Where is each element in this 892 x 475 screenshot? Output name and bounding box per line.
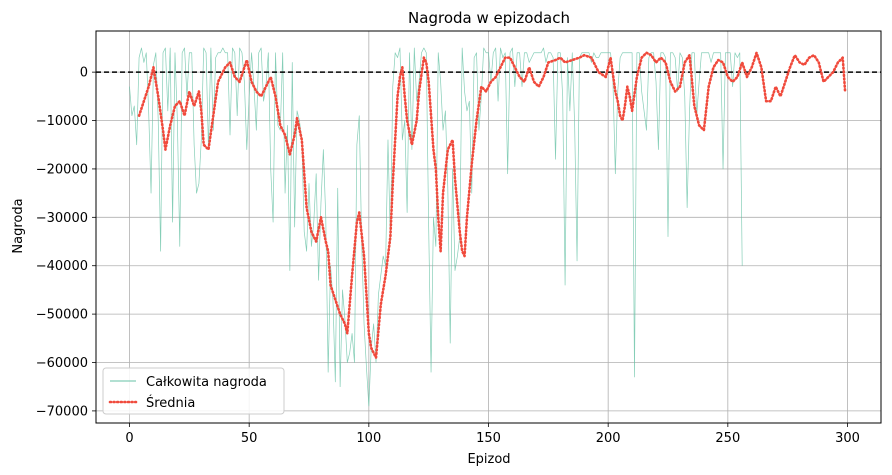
y-tick-label: −70000 — [36, 404, 88, 419]
grid-lines — [96, 31, 881, 423]
x-axis-label: Epizod — [467, 452, 510, 467]
legend-box — [102, 367, 285, 415]
y-axis-label: Nagroda — [11, 198, 26, 253]
y-tick-label: −40000 — [36, 259, 88, 274]
series-total-reward — [129, 47, 743, 407]
y-tick-label: −20000 — [36, 162, 88, 177]
average-line — [137, 51, 847, 359]
legend-label-total-reward: Całkowita nagroda — [146, 375, 267, 390]
x-tick-label: 100 — [356, 431, 381, 446]
x-axis-ticks: 0 50 100 150 200 250 300 — [125, 423, 860, 446]
chart-title: Nagroda w epizodach — [408, 9, 570, 27]
x-tick-label: 200 — [596, 431, 621, 446]
x-tick-label: 300 — [835, 431, 860, 446]
x-tick-label: 150 — [476, 431, 501, 446]
y-tick-label: −60000 — [36, 356, 88, 371]
legend-label-average: Średnia — [146, 395, 195, 411]
y-axis-ticks: 0 −10000 −20000 −30000 −40000 −50000 −60000 −70… — [36, 66, 96, 419]
y-tick-label: −50000 — [36, 308, 88, 323]
x-tick-label: 250 — [715, 431, 740, 446]
x-tick-label: 0 — [125, 431, 133, 446]
x-tick-label: 50 — [241, 431, 258, 446]
y-tick-label: 0 — [80, 66, 88, 81]
y-tick-label: −10000 — [36, 114, 88, 129]
y-tick-label: −30000 — [36, 211, 88, 226]
series-average — [137, 51, 847, 359]
legend: Całkowita nagroda Średnia — [102, 367, 285, 415]
total-reward-line — [129, 47, 743, 407]
